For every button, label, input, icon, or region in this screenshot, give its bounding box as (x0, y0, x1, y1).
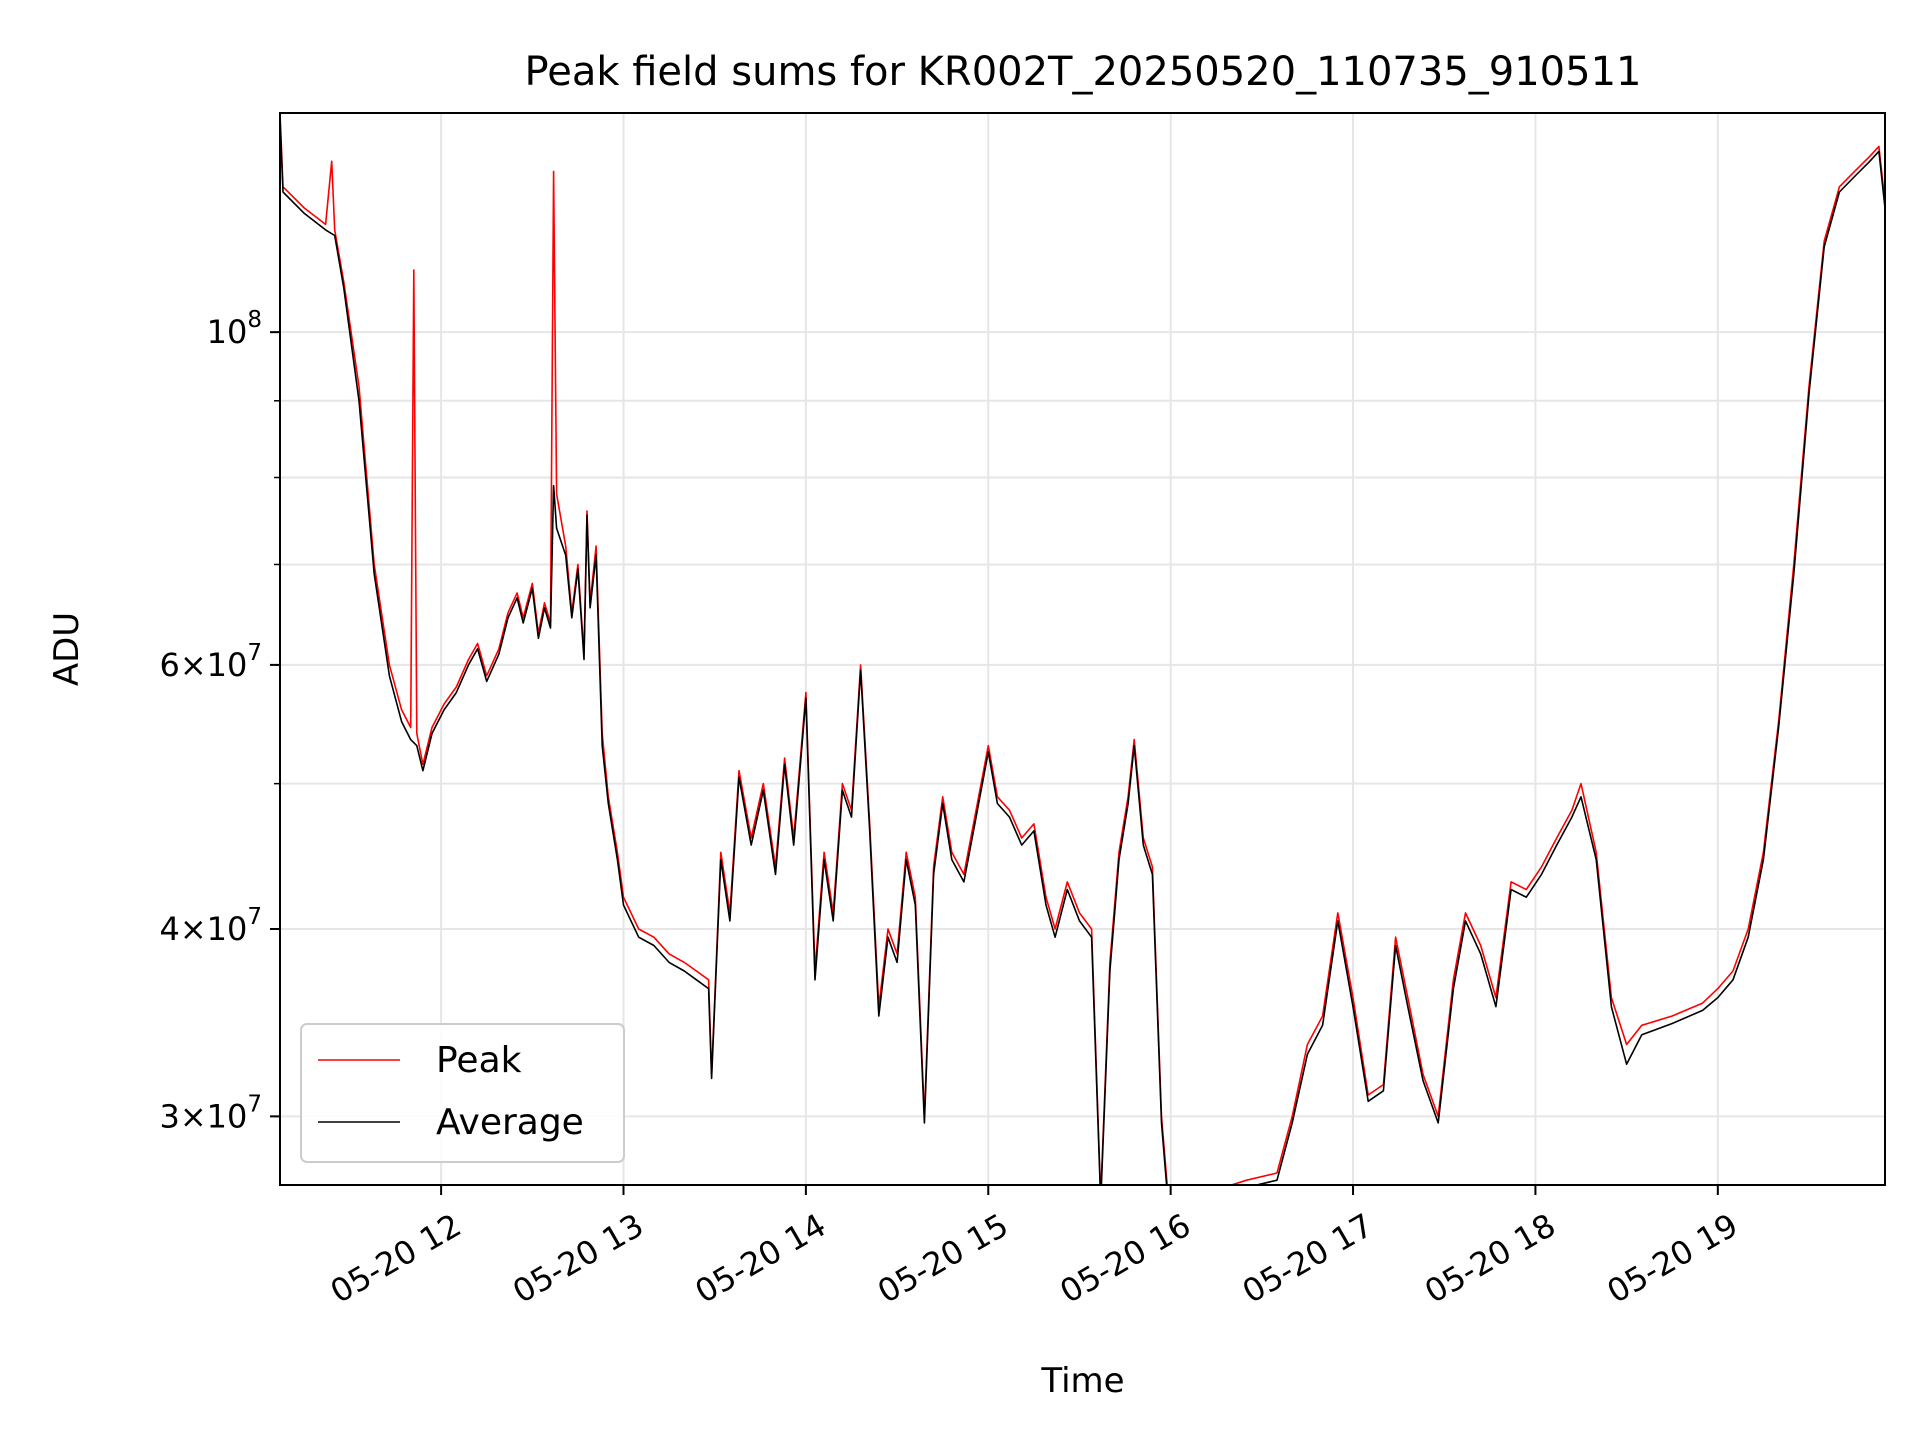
y-tick-label: 3×107 (159, 1091, 262, 1135)
legend-label-peak: Peak (436, 1040, 522, 1081)
x-axis-label: Time (1040, 1361, 1124, 1401)
grid-lines (280, 113, 1885, 1185)
y-tick-label: 6×107 (159, 640, 262, 684)
y-tick-label: 108 (207, 307, 262, 351)
y-axis-label: ADU (47, 612, 87, 686)
plot-frame (279, 112, 1886, 1186)
plot-area (280, 113, 1885, 1185)
legend-label-average: Average (436, 1102, 584, 1143)
legend-box (300, 1023, 625, 1163)
legend: Peak Average (300, 1023, 625, 1163)
y-tick-label: 4×107 (159, 904, 262, 948)
series-line-average (280, 117, 1885, 1185)
chart-title: Peak field sums for KR002T_20250520_1107… (525, 49, 1642, 95)
series-line-peak (280, 113, 1885, 1185)
